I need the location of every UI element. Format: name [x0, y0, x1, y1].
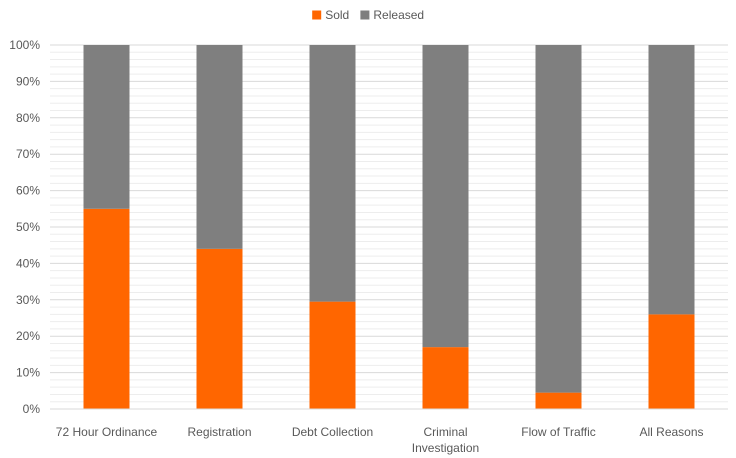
legend-label-sold: Sold — [325, 8, 349, 22]
y-tick-label: 90% — [16, 74, 40, 88]
bar-released — [648, 45, 695, 315]
gridlines — [50, 44, 728, 410]
bar-sold — [422, 347, 469, 409]
y-tick-label: 0% — [23, 402, 41, 416]
x-category-label: Registration — [187, 425, 251, 439]
y-tick-label: 80% — [16, 111, 40, 125]
x-category-label: 72 Hour Ordinance — [56, 425, 158, 439]
y-tick-label: 70% — [16, 147, 40, 161]
x-category-label: Debt Collection — [292, 425, 373, 439]
bar-sold — [83, 208, 130, 409]
bars — [50, 45, 728, 410]
x-category-label: Criminal — [423, 425, 467, 439]
x-axis: 72 Hour Ordinance Registration Debt Collec… — [56, 425, 704, 455]
bar-sold — [196, 248, 243, 409]
legend-swatch-sold — [312, 10, 322, 20]
legend: Sold Released — [312, 8, 424, 22]
y-tick-label: 20% — [16, 329, 40, 343]
y-axis: 0% 10% 20% 30% 40% 50% 60% 70% 80% 90% 100% — [9, 38, 40, 416]
bar-released — [309, 45, 356, 302]
y-tick-label: 100% — [9, 38, 40, 52]
bar-released — [196, 45, 243, 249]
bar-released — [422, 45, 469, 348]
x-category-label: Investigation — [412, 441, 479, 455]
bar-sold — [309, 301, 356, 409]
bar-released — [535, 45, 582, 393]
bar-sold — [535, 392, 582, 409]
y-tick-label: 50% — [16, 220, 40, 234]
x-category-label: Flow of Traffic — [521, 425, 595, 439]
y-tick-label: 40% — [16, 256, 40, 270]
y-tick-label: 60% — [16, 184, 40, 198]
legend-swatch-released — [360, 10, 370, 20]
legend-label-released: Released — [373, 8, 424, 22]
bar-sold — [648, 314, 695, 409]
bar-released — [83, 45, 130, 209]
y-tick-label: 10% — [16, 366, 40, 380]
y-tick-label: 30% — [16, 293, 40, 307]
x-category-label: All Reasons — [639, 425, 703, 439]
